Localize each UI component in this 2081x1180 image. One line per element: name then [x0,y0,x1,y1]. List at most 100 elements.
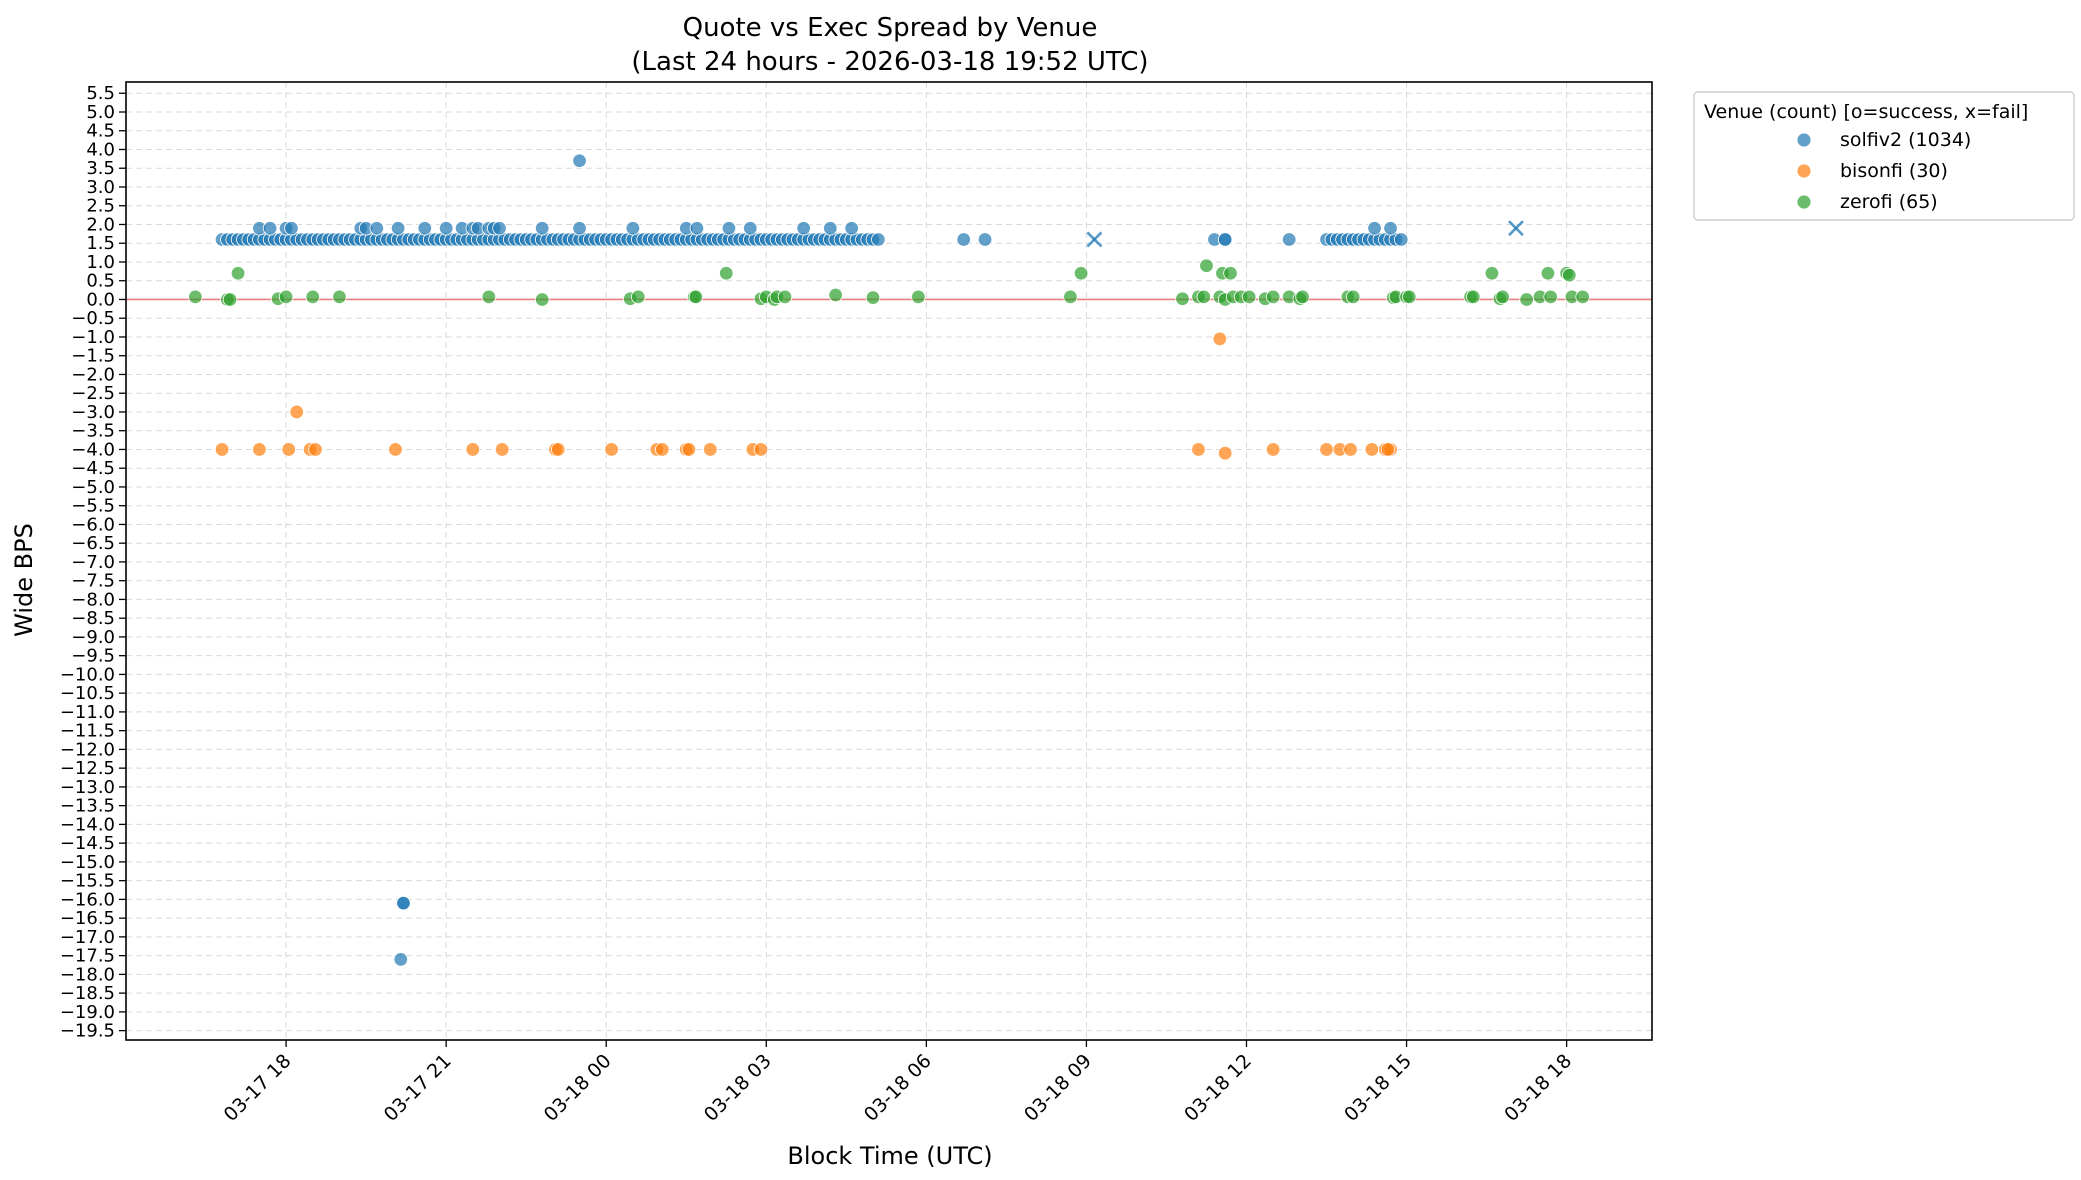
data-point [393,952,408,967]
y-tick-label: −13.5 [60,796,115,817]
y-tick-label: −18.5 [60,983,115,1004]
legend-title: Venue (count) [o=success, x=fail] [1704,101,2028,123]
y-tick-label: −5.5 [71,496,115,517]
data-point [1241,289,1257,305]
y-tick-label: −10.5 [60,683,115,704]
data-point [396,895,411,911]
data-point [1380,442,1396,457]
legend-label: zerofi (65) [1840,191,1938,213]
y-tick-label: −14.5 [60,833,115,854]
data-point [631,289,646,305]
data-point [1466,289,1481,305]
data-point [703,442,718,457]
legend-marker [1796,132,1812,148]
fail-mark-stroke [1086,231,1103,248]
y-tick-label: −19.0 [60,1002,115,1023]
data-point [911,289,926,305]
data-point [534,292,550,307]
y-tick-label: −16.0 [60,889,115,910]
y-tick-label: 3.5 [86,158,115,179]
y-tick-label: −5.0 [71,477,115,498]
data-point [1543,289,1558,305]
legend-items: solfiv2 (1034) bisonfi (30) zerofi (65) [1796,129,1971,213]
data-point [865,290,881,305]
data-point [655,442,670,457]
data-point [388,442,403,457]
data-point [390,221,406,236]
y-tick-label: 0.0 [86,289,115,310]
data-point [1575,289,1590,305]
legend-label: solfiv2 (1034) [1840,129,1971,151]
y-tick-label: 0.5 [86,271,115,292]
data-point [572,221,587,236]
data-point [1265,442,1281,457]
data-point [262,221,278,236]
legend-label: bisonfi (30) [1840,160,1948,182]
data-point [1212,331,1228,347]
data-point [604,442,619,457]
data-point [977,232,993,247]
data-point [1295,289,1310,305]
y-tick-label: −6.0 [71,514,115,535]
y-tick-label: −1.0 [71,327,115,348]
data-point [1063,289,1078,305]
data-point [278,289,294,305]
data-point [1495,289,1510,305]
y-tick-label: 4.0 [86,139,115,160]
data-point [230,266,246,281]
data-point [1519,292,1534,307]
y-tick-label: −9.0 [71,627,115,648]
y-tick-label: −12.5 [60,758,115,779]
y-tick-label: −2.0 [71,364,115,385]
y-tick-label: −4.0 [71,439,115,460]
data-point [1346,289,1361,305]
data-point [369,221,384,236]
y-tick-label: −1.5 [71,346,115,367]
data-point [214,442,230,457]
y-tick-label: 4.5 [86,121,115,142]
y-tick-label: 1.0 [86,252,115,273]
y-tick-label: −17.5 [60,946,115,967]
y-tick-label: −18.0 [60,964,115,985]
chart-title: Quote vs Exec Spread by Venue [683,13,1098,43]
data-point [188,289,203,305]
y-tick-label: −14.0 [60,814,115,835]
plot-frame [125,81,1653,1041]
data-point [681,442,697,457]
data-point [1562,267,1577,283]
y-tick-label: −15.5 [60,871,115,892]
data-point [438,221,454,236]
data-point [956,232,971,247]
data-point [534,221,550,236]
data-point [1402,289,1417,305]
y-tick-label: −3.5 [71,421,115,442]
data-point [1217,232,1233,247]
y-tick-label: −17.0 [60,927,115,948]
data-point [281,442,296,457]
data-point [1191,442,1206,457]
fail-point [1508,220,1524,237]
data-point [1540,266,1556,281]
x-axis-label: Block Time (UTC) [787,1142,992,1170]
data-point [625,221,641,236]
data-point [308,442,323,457]
data-point [305,289,320,305]
data-points [188,153,1590,967]
y-tick-label: −0.5 [71,308,115,329]
data-point [1343,442,1358,457]
y-tick-label: −2.5 [71,383,115,404]
data-point [1265,289,1281,305]
data-point [743,221,758,236]
fail-point [1086,231,1103,248]
data-point [1364,442,1380,457]
legend-marker [1796,163,1812,179]
data-point [417,221,432,236]
data-point [753,442,769,457]
legend: Venue (count) [o=success, x=fail] solfiv… [1693,91,2075,221]
data-point [796,221,811,236]
data-point [481,289,497,305]
data-point [1484,266,1500,281]
data-point [1217,446,1233,461]
data-point [777,289,793,305]
legend-frame [1693,91,2075,221]
